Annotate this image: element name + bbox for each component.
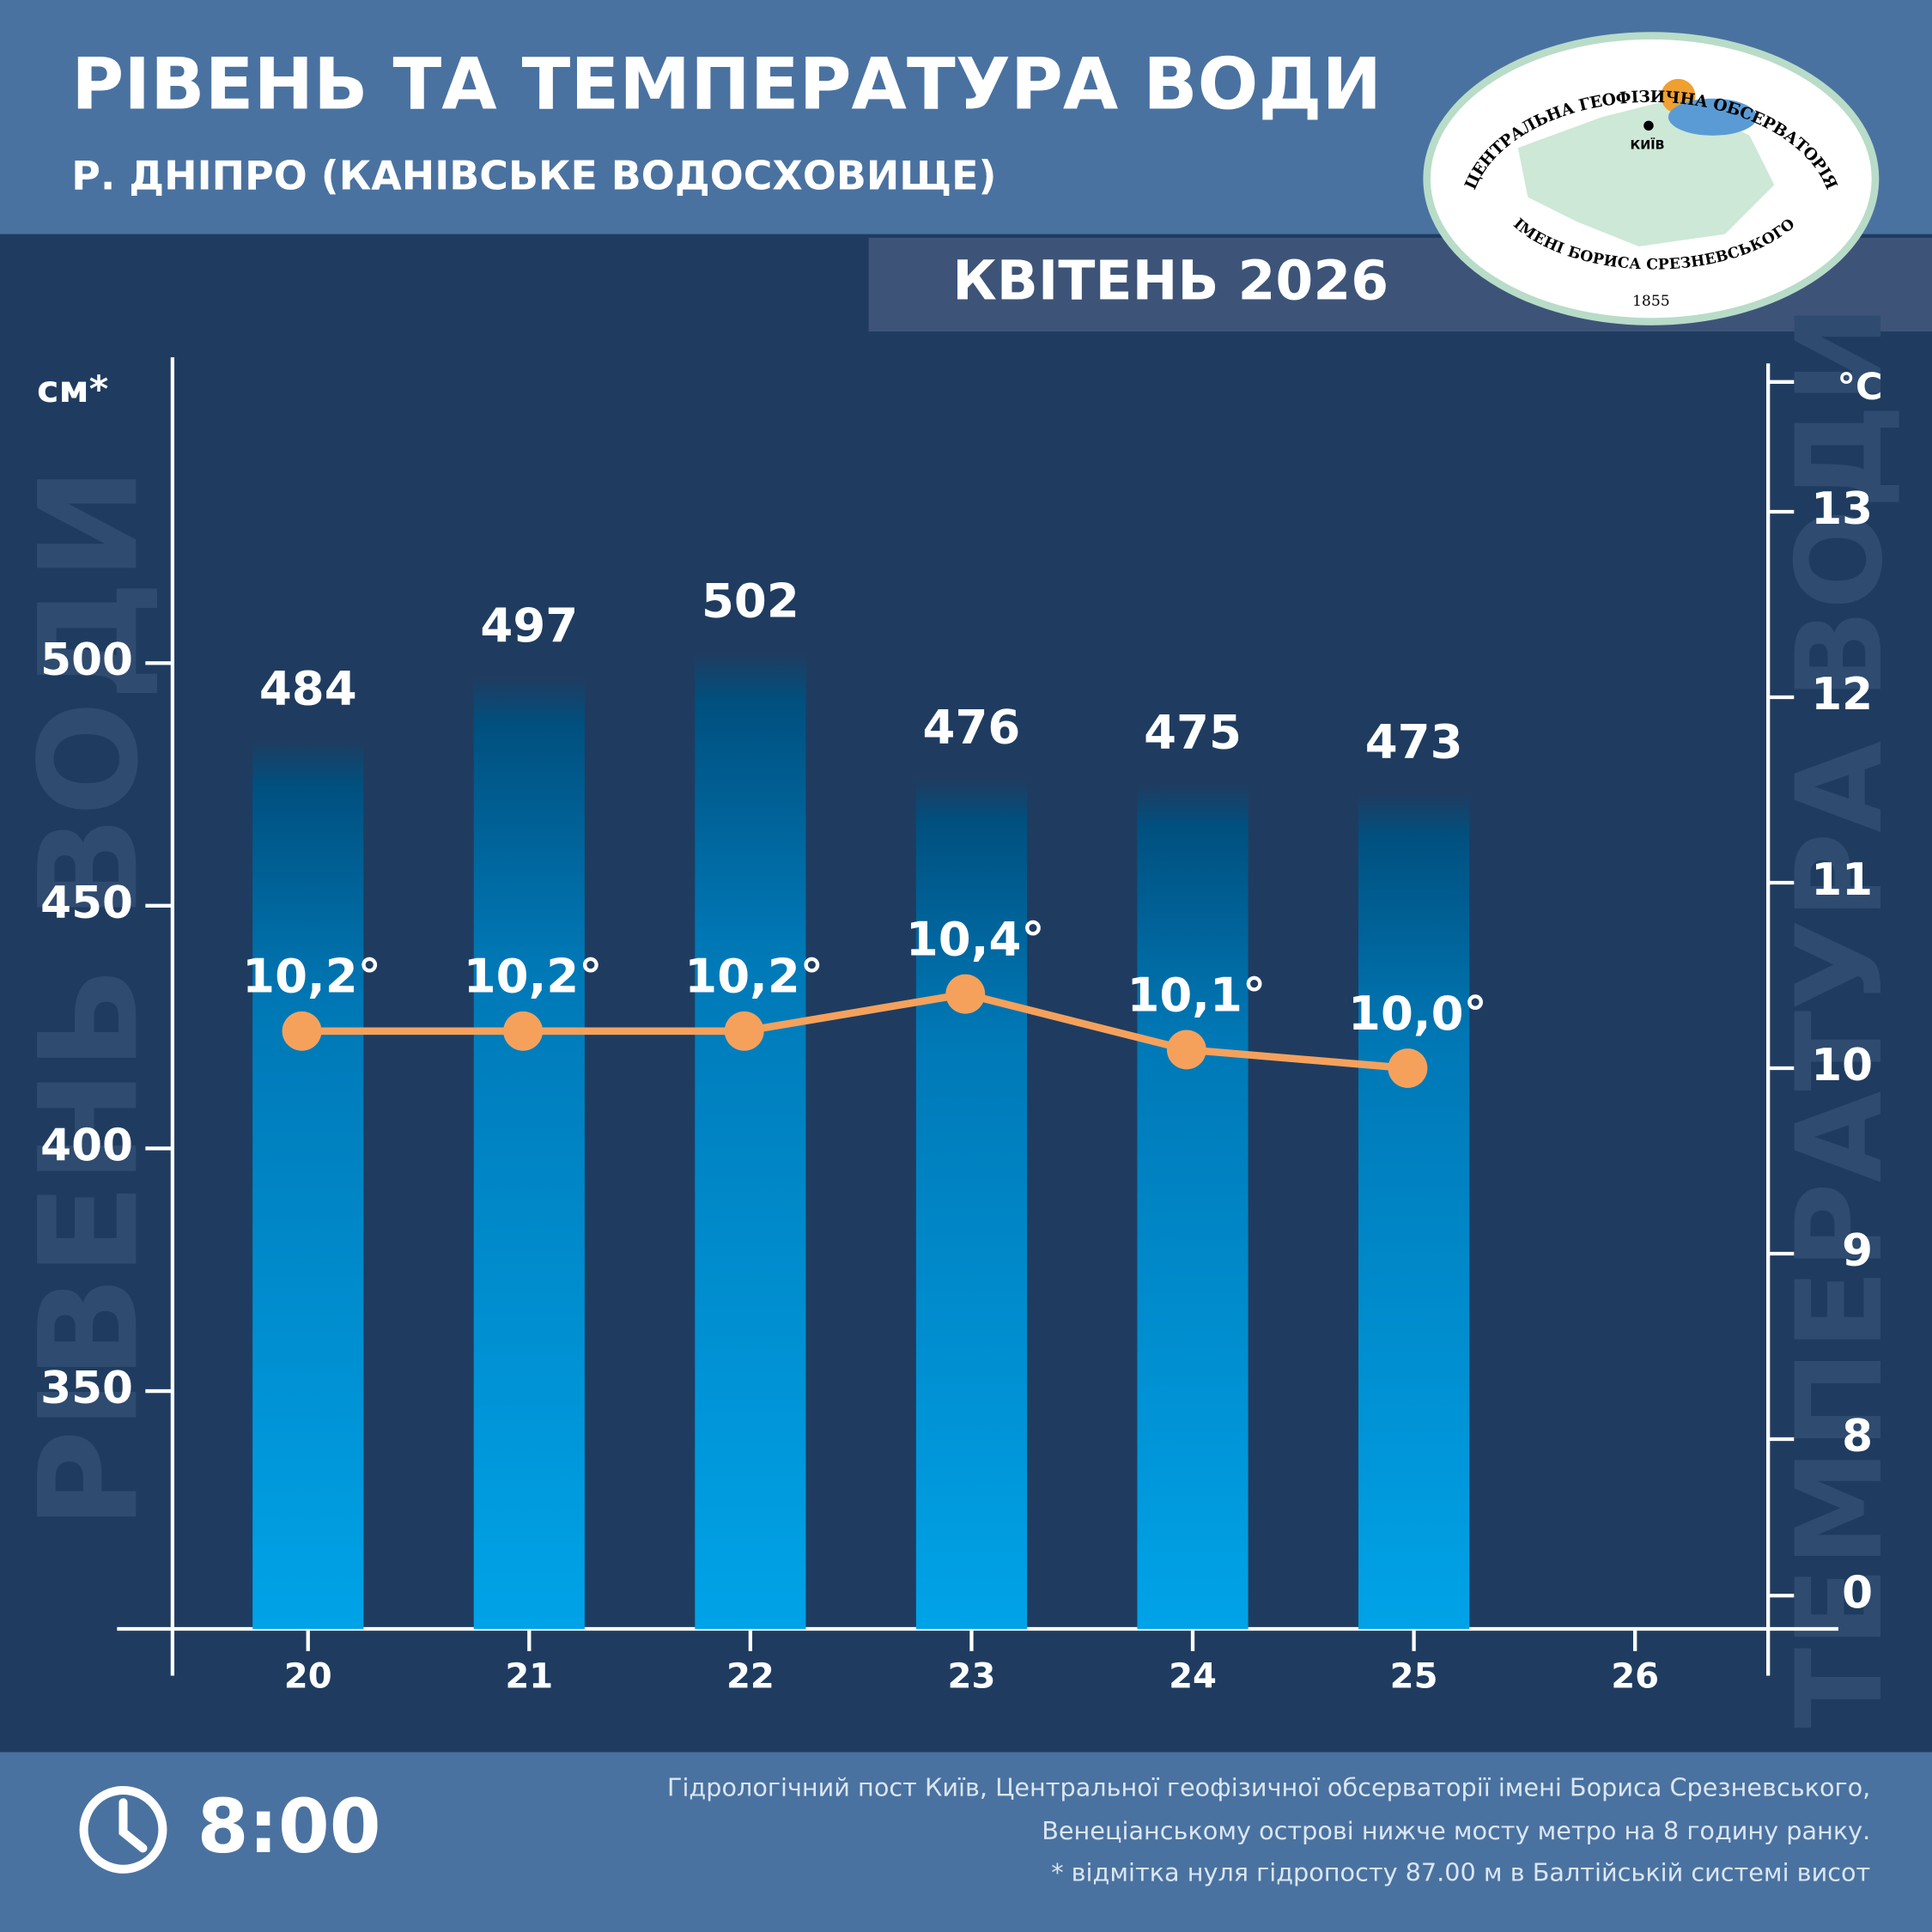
y-tick-label: 400: [40, 1120, 133, 1171]
temp-label: 10,0°: [1348, 986, 1487, 1041]
bar-label: 473: [1365, 714, 1463, 769]
y2-tick-label: 12: [1811, 669, 1873, 720]
bar: [252, 740, 364, 1630]
y-watermark: РІВЕНЬ ВОДИ: [10, 467, 168, 1529]
bar: [695, 653, 806, 1630]
x-tick-label: 20: [284, 1656, 332, 1696]
y2-watermark: ТЕМПЕРАТУРА ВОДИ: [1771, 305, 1909, 1728]
bar: [473, 677, 585, 1630]
temp-point: [1166, 1030, 1206, 1070]
temp-point: [282, 1011, 322, 1051]
bar-label: 484: [259, 660, 357, 715]
y2-tick-label: 0: [1842, 1567, 1873, 1619]
y2-tick-label: 13: [1811, 483, 1873, 535]
note: * відмітка нуля гідропосту 87.00 м в Бал…: [1051, 1858, 1870, 1887]
logo-year: 1855: [1632, 293, 1670, 310]
x-tick-label: 22: [726, 1656, 775, 1696]
temp-label: 10,2°: [464, 949, 603, 1004]
temp-label: 10,1°: [1127, 967, 1266, 1022]
bar-label: 476: [923, 700, 1021, 755]
clock-hands: [118, 1798, 148, 1853]
clock-icon: [79, 1785, 167, 1874]
x-tick-label: 26: [1611, 1656, 1659, 1696]
subtitle: Р. ДНІПРО (КАНІВСЬКЕ ВОДОСХОВИЩЕ): [71, 153, 996, 199]
y2-label: °C: [1837, 366, 1882, 409]
y-label: см*: [37, 368, 108, 411]
temp-point: [945, 974, 986, 1014]
bar-label: 502: [702, 574, 799, 629]
bar-label: 475: [1144, 704, 1242, 759]
logo: КИЇВ ЦЕНТРАЛЬНА ГЕОФІЗИЧНА ОБСЕРВАТОРІЯ …: [1423, 32, 1880, 325]
x-tick-label: 21: [505, 1656, 553, 1696]
y2-tick-label: 10: [1811, 1040, 1873, 1091]
temp-label: 10,2°: [242, 949, 381, 1004]
temp-point: [1388, 1048, 1428, 1088]
temp-point: [724, 1011, 764, 1051]
footer: [0, 1752, 1932, 1932]
note: Венеціанському острові нижче мосту метро…: [1042, 1816, 1870, 1845]
x-tick-label: 25: [1390, 1656, 1438, 1696]
clock-face: [79, 1785, 167, 1874]
title: РІВЕНЬ ТА ТЕМПЕРАТУРА ВОДИ: [71, 42, 1382, 125]
bar: [1358, 793, 1470, 1630]
bar-label: 497: [480, 598, 578, 653]
temp-line: [301, 990, 1408, 1072]
logo-cloud: [1668, 98, 1758, 136]
time: 8:00: [197, 1784, 381, 1870]
logo-map: [1517, 98, 1775, 246]
temp-label: 10,4°: [906, 911, 1045, 966]
y2-tick-label: 8: [1842, 1411, 1873, 1462]
x-tick-label: 24: [1169, 1656, 1217, 1696]
bar: [1137, 784, 1249, 1630]
temp-label: 10,2°: [684, 949, 823, 1004]
bar: [915, 779, 1028, 1630]
y2-tick-label: 11: [1811, 854, 1873, 906]
y-tick-label: 500: [40, 635, 133, 686]
x-tick-label: 23: [948, 1656, 996, 1696]
temp-point: [503, 1011, 544, 1051]
logo-city: КИЇВ: [1631, 137, 1665, 152]
y-tick-label: 350: [40, 1363, 133, 1414]
period: КВІТЕНЬ 2026: [952, 249, 1388, 313]
logo-dot: [1643, 120, 1654, 131]
note: Гідрологічний пост Київ, Центральної гео…: [667, 1773, 1870, 1802]
y-tick-label: 450: [40, 878, 133, 929]
y2-tick-label: 9: [1842, 1225, 1873, 1277]
